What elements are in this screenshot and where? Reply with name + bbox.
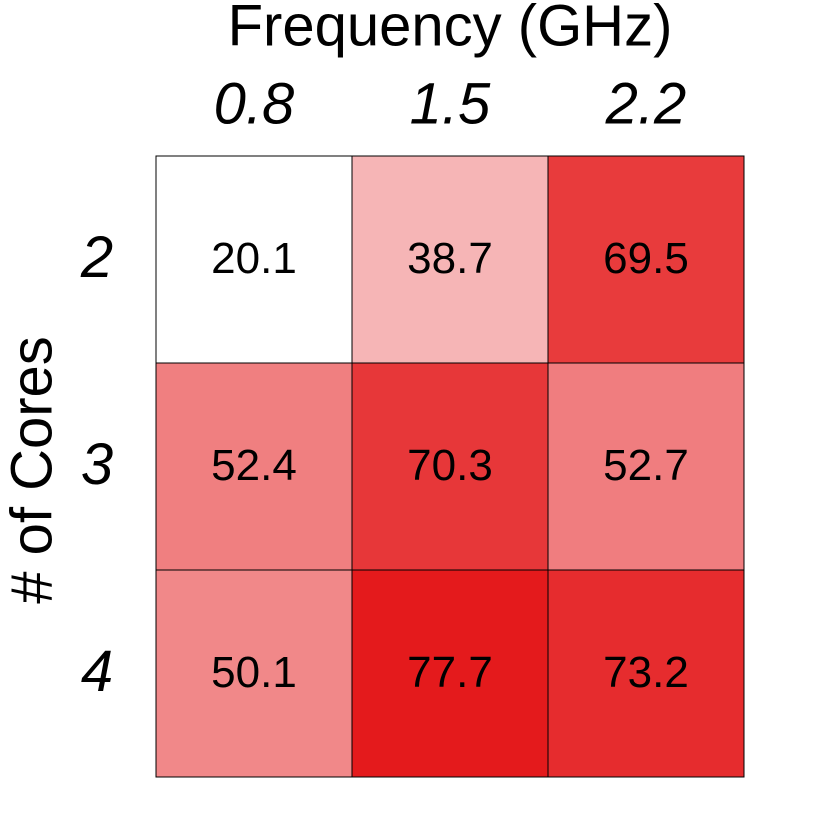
heatmap-cell — [155, 362, 353, 571]
cell-label: 77.7 — [407, 648, 493, 697]
cell-label: 70.3 — [407, 441, 493, 490]
cell-label: 69.5 — [603, 234, 689, 283]
heatmap-cell — [351, 155, 549, 364]
cell-label: 50.1 — [211, 648, 297, 697]
cell-label: 20.1 — [211, 234, 297, 283]
y-axis-label: # of Cores — [0, 336, 64, 604]
cell-label: 73.2 — [603, 648, 689, 697]
y-tick-label: 4 — [81, 639, 113, 704]
x-tick-label: 2.2 — [605, 71, 687, 136]
heatmap-cell — [547, 362, 745, 571]
heatmap-cell — [351, 569, 549, 778]
y-tick-label: 3 — [81, 432, 113, 497]
x-tick-label: 1.5 — [410, 71, 491, 136]
heatmap-cell — [547, 155, 745, 364]
chart-title: Frequency (GHz) — [228, 0, 673, 58]
cell-label: 52.4 — [211, 441, 297, 490]
heatmap-cell — [547, 569, 745, 778]
heatmap-cell — [155, 569, 353, 778]
heatmap-cell — [155, 155, 353, 364]
x-tick-label: 0.8 — [214, 71, 295, 136]
cell-label: 38.7 — [407, 234, 493, 283]
y-tick-label: 2 — [80, 225, 113, 290]
cell-label: 52.7 — [603, 441, 689, 490]
heatmap-cell — [351, 362, 549, 571]
